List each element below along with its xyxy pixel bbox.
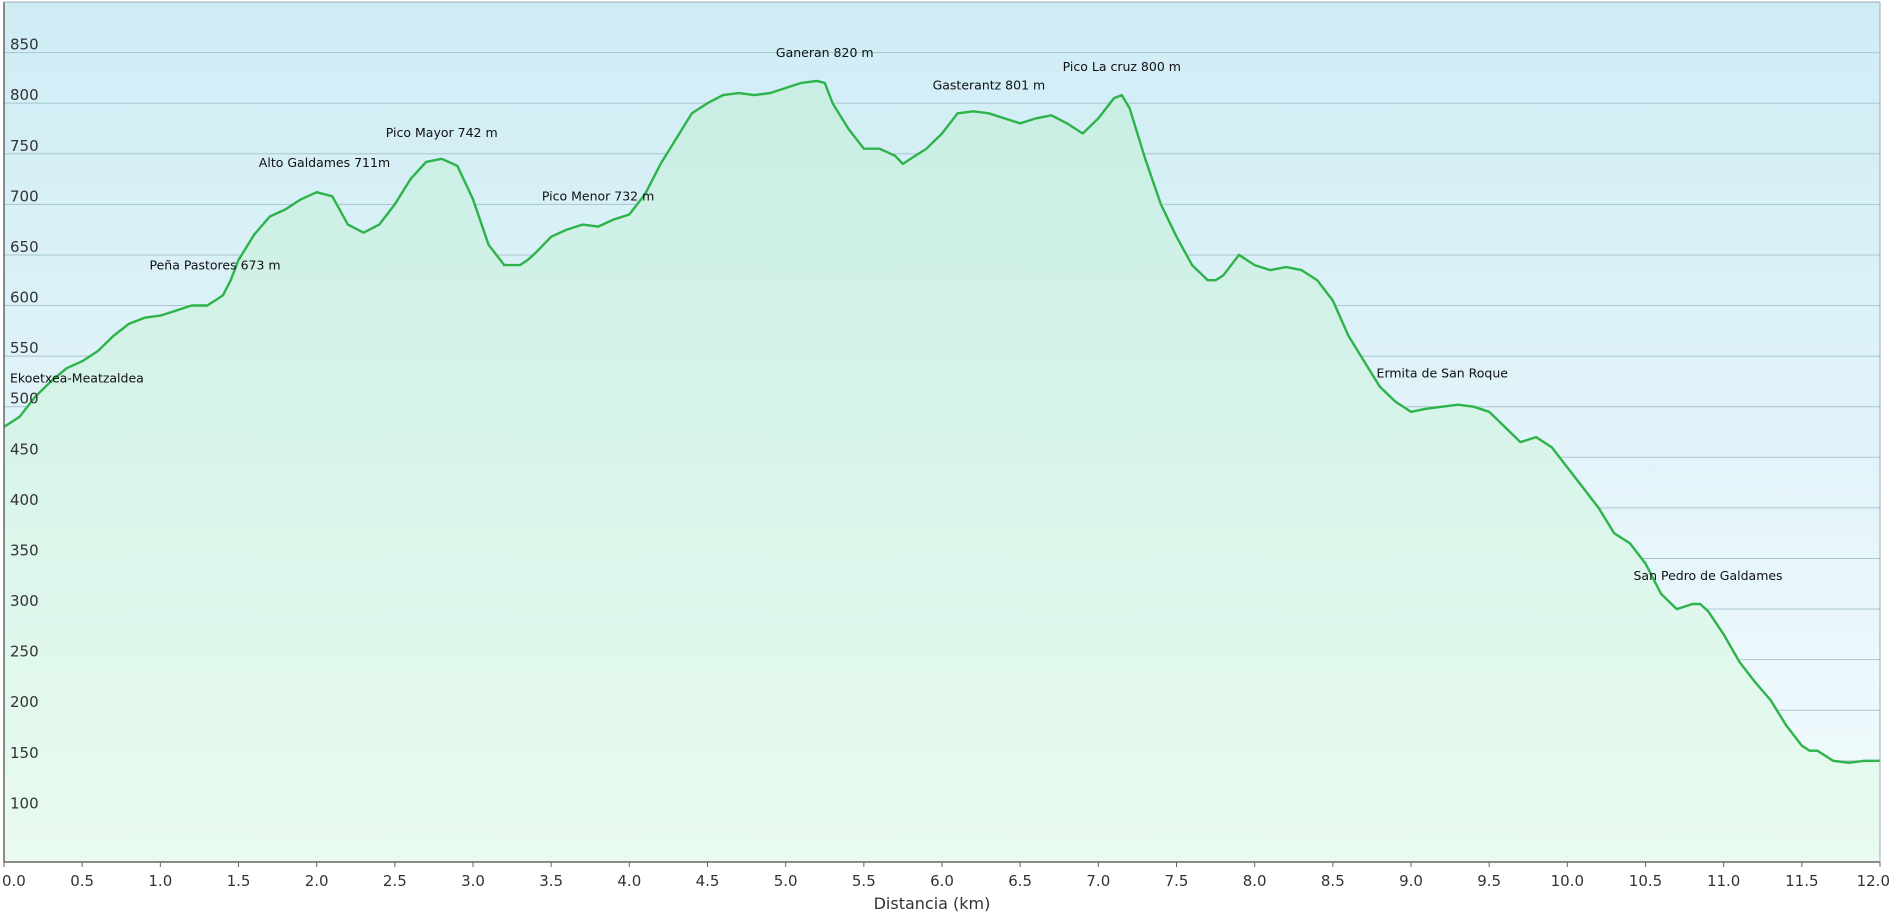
annotation-label: Ermita de San Roque — [1377, 366, 1509, 381]
annotation-label: Pico La cruz 800 m — [1063, 59, 1181, 74]
x-tick-label: 5.5 — [852, 872, 876, 890]
x-tick-label: 9.0 — [1399, 872, 1423, 890]
y-tick-label: 800 — [10, 86, 39, 104]
annotation-label: Ekoetxea-Meatzaldea — [10, 371, 144, 386]
y-tick-label: 400 — [10, 491, 39, 509]
peak-annotations: Ekoetxea-Meatzaldea Peña Pastores 673 m Al… — [10, 45, 1783, 583]
y-tick-label: 350 — [10, 541, 39, 559]
x-tick-label: 3.0 — [461, 872, 485, 890]
annotation-label: Peña Pastores 673 m — [150, 257, 281, 272]
x-tick-label: 12.0 — [1857, 872, 1890, 890]
x-tick-label: 2.0 — [305, 872, 329, 890]
y-tick-label: 850 — [10, 36, 39, 54]
annotation-label: Pico Menor 732 m — [542, 189, 654, 204]
y-tick-label: 600 — [10, 289, 39, 307]
y-tick-label: 300 — [10, 592, 39, 610]
y-tick-label: 200 — [10, 693, 39, 711]
x-tick-label: 1.0 — [148, 872, 172, 890]
annotation-label: San Pedro de Galdames — [1633, 568, 1782, 583]
y-tick-label: 550 — [10, 339, 39, 357]
x-tick-label: 0.5 — [70, 872, 94, 890]
x-tick-label: 8.0 — [1243, 872, 1267, 890]
annotation-label: Pico Mayor 742 m — [386, 125, 498, 140]
x-tick-label: 9.5 — [1477, 872, 1501, 890]
x-tick-label: 2.5 — [383, 872, 407, 890]
x-tick-label: 3.5 — [539, 872, 563, 890]
y-tick-label: 700 — [10, 187, 39, 205]
x-tick-label: 4.0 — [617, 872, 641, 890]
x-tick-label: 6.5 — [1008, 872, 1032, 890]
y-tick-label: 450 — [10, 440, 39, 458]
y-tick-label: 750 — [10, 137, 39, 155]
x-axis-title: Distancia (km) — [874, 894, 991, 913]
elevation-area — [4, 80, 1880, 862]
x-tick-label: 5.0 — [774, 872, 798, 890]
y-tick-label: 650 — [10, 238, 39, 256]
y-tick-label: 500 — [10, 390, 39, 408]
elevation-line — [3, 79, 1880, 764]
y-tick-label: 250 — [10, 643, 39, 661]
annotation-label: Ganeran 820 m — [776, 45, 874, 60]
x-tick-labels: 0.0 0.5 1.0 1.5 2.0 2.5 3.0 3.5 4.0 4.5 5.0 5.5 6.0 6… — [2, 862, 1890, 890]
annotation-label: Gasterantz 801 m — [933, 77, 1046, 92]
x-tick-label: 0.0 — [2, 872, 26, 890]
x-tick-label: 10.0 — [1551, 872, 1584, 890]
annotation-label: Alto Galdames 711m — [259, 155, 390, 170]
x-tick-label: 6.0 — [930, 872, 954, 890]
x-tick-label: 8.5 — [1321, 872, 1345, 890]
x-tick-label: 11.0 — [1707, 872, 1740, 890]
x-tick-label: 11.5 — [1785, 872, 1818, 890]
y-tick-labels: 850 800 750 700 650 600 550 500 450 400 350 300 250 2… — [10, 36, 39, 813]
x-tick-label: 1.5 — [227, 872, 251, 890]
y-tick-label: 150 — [10, 744, 39, 762]
x-tick-label: 7.5 — [1165, 872, 1189, 890]
x-tick-label: 4.5 — [696, 872, 720, 890]
x-tick-label: 10.5 — [1629, 872, 1662, 890]
y-tick-label: 100 — [10, 794, 39, 812]
x-tick-label: 7.0 — [1086, 872, 1110, 890]
